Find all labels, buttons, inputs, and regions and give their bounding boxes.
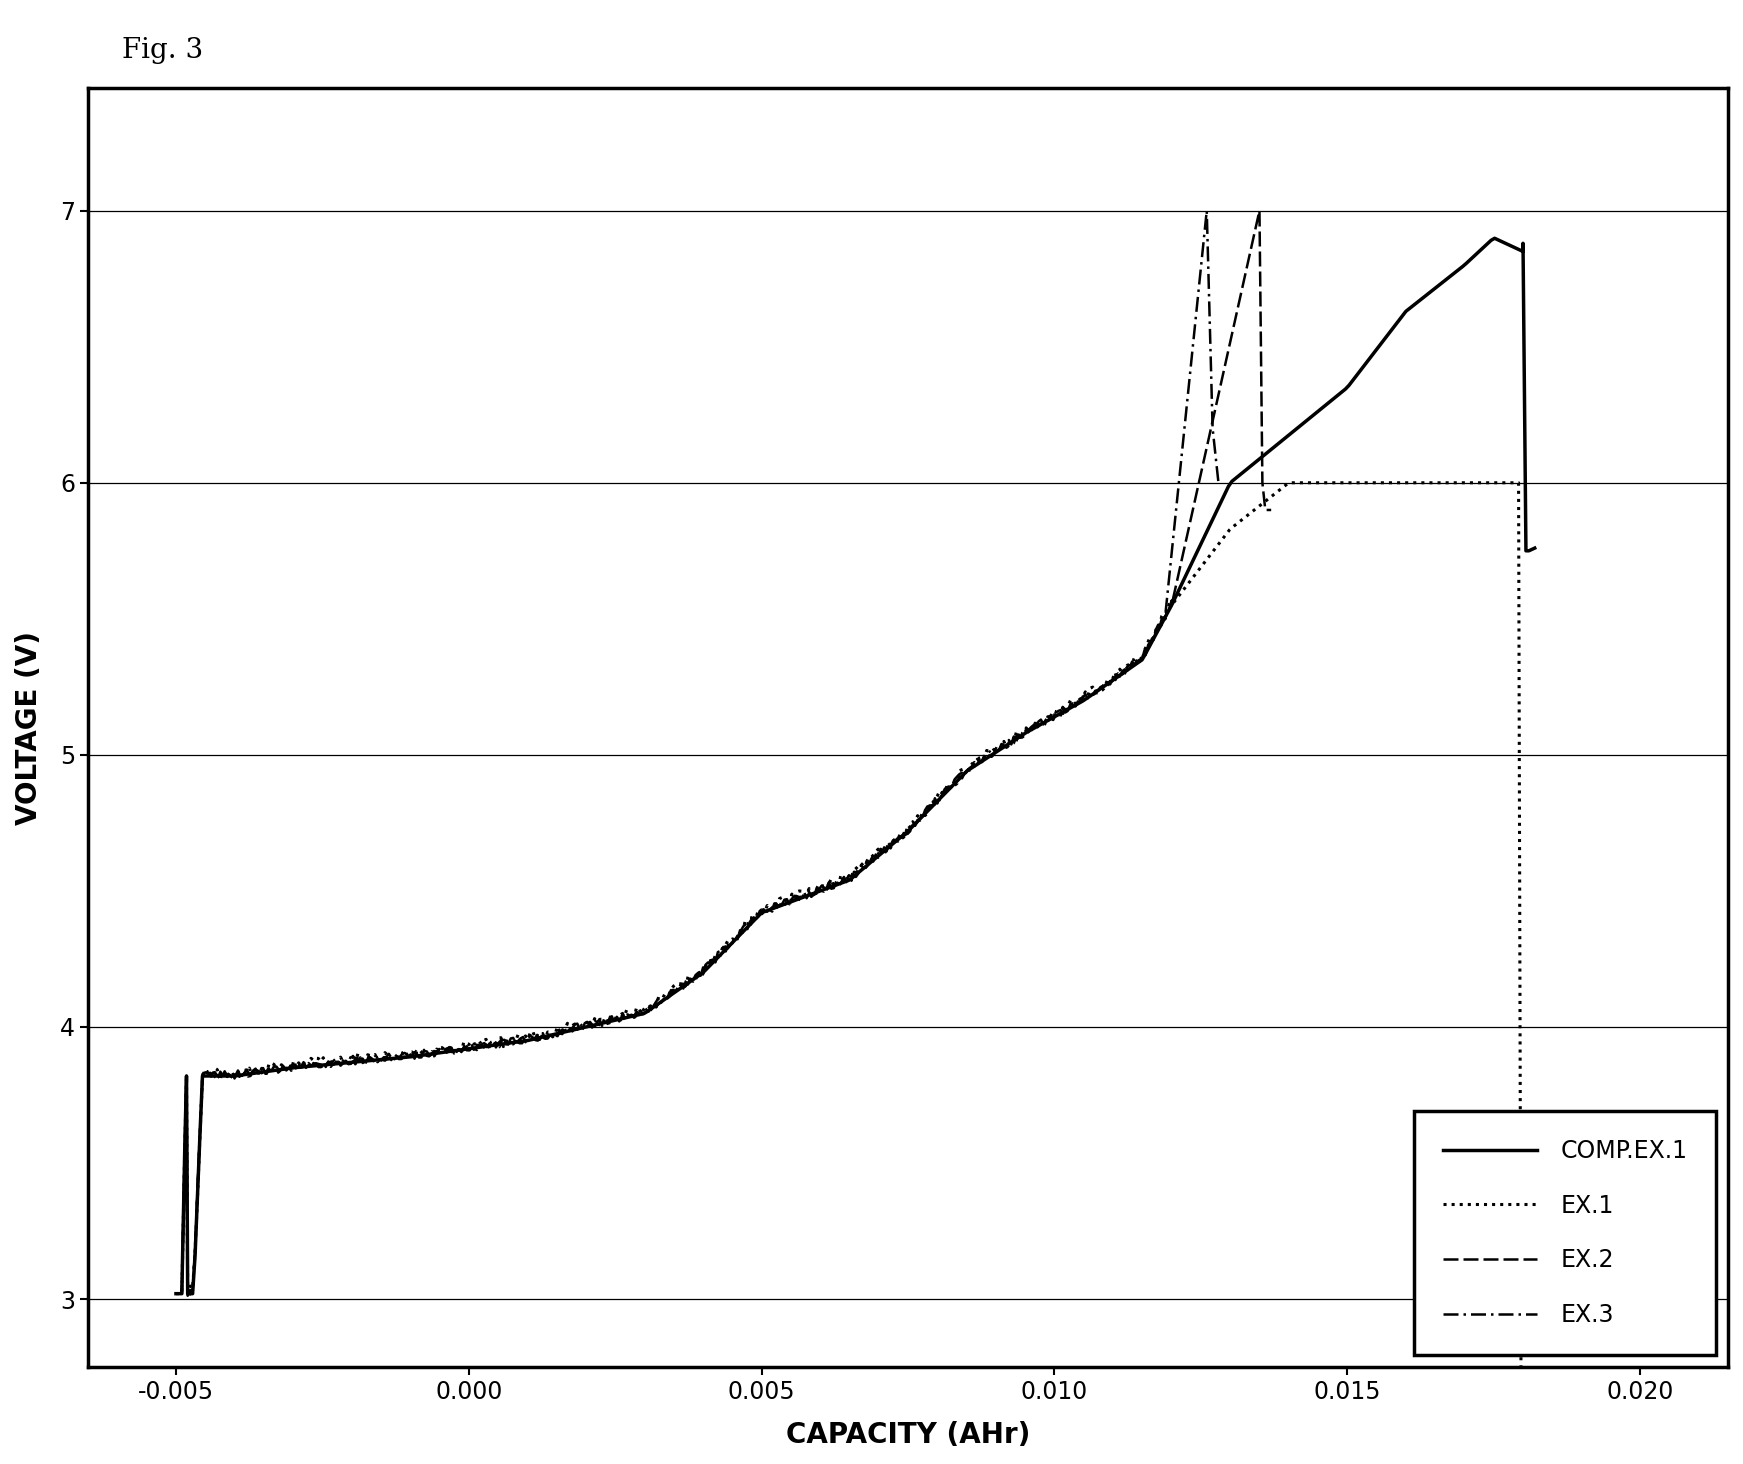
EX.1	[368, 1053, 389, 1070]
EX.1	[579, 1015, 600, 1032]
COMP.EX.1	[1006, 731, 1027, 748]
EX.3	[1103, 671, 1124, 688]
X-axis label: CAPACITY (AHr): CAPACITY (AHr)	[786, 1422, 1030, 1449]
EX.3	[939, 780, 960, 798]
EX.1	[727, 927, 748, 944]
EX.2	[171, 1285, 192, 1303]
EX.2	[486, 1038, 507, 1056]
COMP.EX.1	[697, 959, 718, 976]
Line: EX.3: EX.3	[176, 211, 1218, 1294]
COMP.EX.1	[256, 1063, 277, 1080]
EX.2	[1250, 202, 1271, 220]
EX.3	[166, 1285, 187, 1303]
Text: Fig. 3: Fig. 3	[122, 37, 204, 63]
EX.2	[321, 1054, 342, 1072]
Legend: COMP.EX.1, EX.1, EX.2, EX.3: COMP.EX.1, EX.1, EX.2, EX.3	[1415, 1111, 1717, 1356]
Line: COMP.EX.1: COMP.EX.1	[176, 239, 1536, 1294]
EX.2	[542, 1028, 563, 1045]
EX.2	[1260, 501, 1281, 518]
EX.3	[180, 1285, 200, 1303]
EX.2	[166, 1285, 187, 1303]
EX.2	[370, 1051, 390, 1069]
EX.3	[1208, 474, 1229, 492]
COMP.EX.1	[1525, 539, 1546, 556]
EX.3	[1194, 223, 1215, 240]
Line: EX.1: EX.1	[176, 483, 1523, 1464]
COMP.EX.1	[793, 889, 814, 906]
EX.3	[1129, 650, 1150, 668]
EX.3	[1196, 202, 1217, 220]
Y-axis label: VOLTAGE (V): VOLTAGE (V)	[16, 631, 44, 824]
COMP.EX.1	[1483, 230, 1504, 247]
COMP.EX.1	[1161, 596, 1182, 613]
EX.3	[223, 1070, 244, 1088]
COMP.EX.1	[166, 1285, 187, 1303]
COMP.EX.1	[852, 859, 873, 877]
EX.1	[1281, 474, 1302, 492]
EX.2	[525, 1031, 546, 1048]
EX.1	[166, 1285, 187, 1303]
EX.2	[178, 1287, 199, 1304]
EX.1	[891, 826, 912, 843]
EX.1	[1100, 675, 1121, 692]
EX.1	[220, 1064, 241, 1082]
EX.3	[272, 1057, 293, 1075]
Line: EX.2: EX.2	[176, 211, 1271, 1296]
